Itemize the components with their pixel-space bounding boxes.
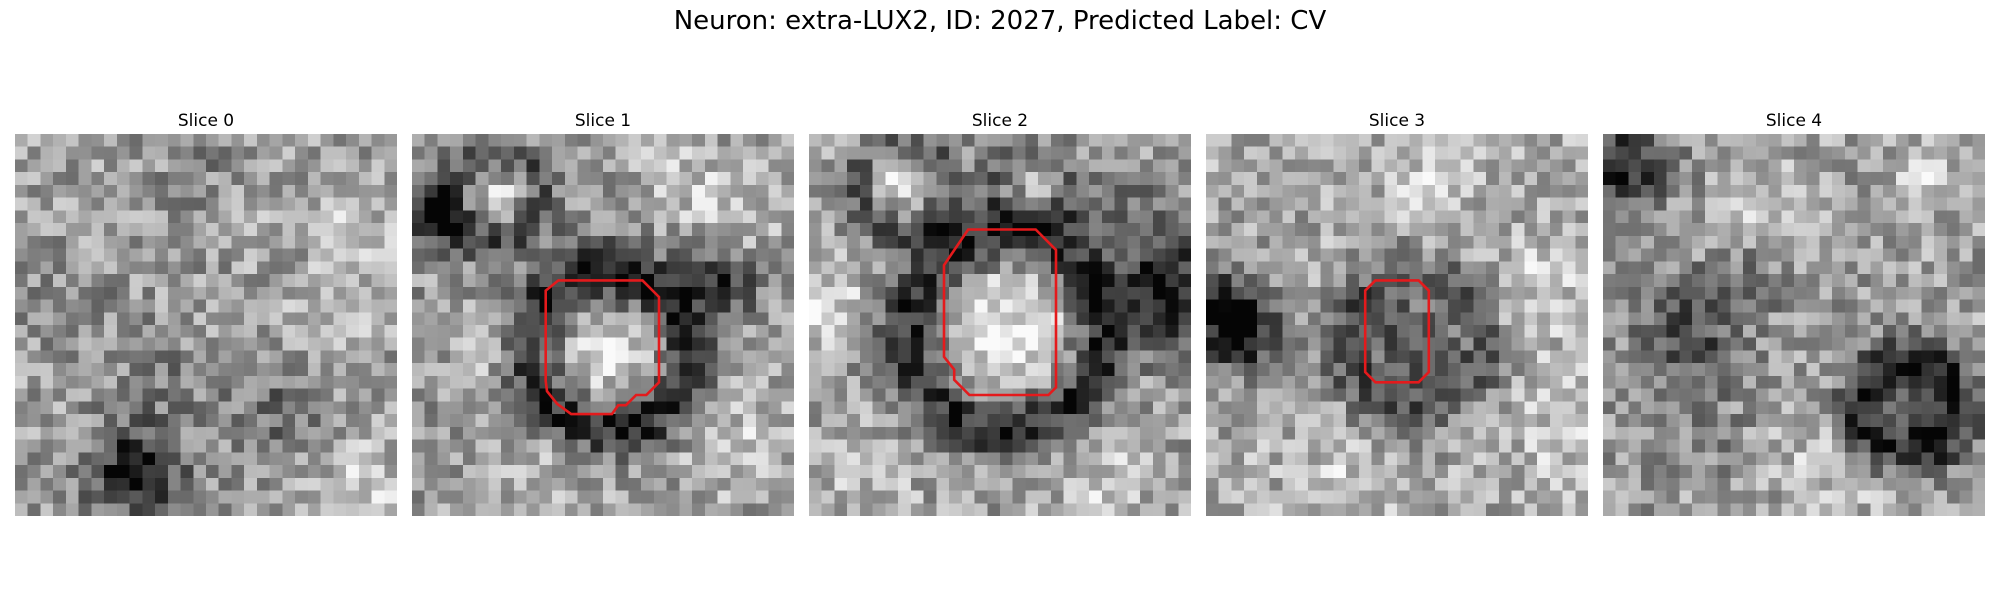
slice-panel-4: Slice 4: [1603, 108, 1985, 516]
pixel-grid: [1603, 134, 1985, 516]
roi-outline: [942, 228, 1058, 397]
slice-image-2: [809, 134, 1191, 516]
slice-panel-2: Slice 2: [809, 108, 1191, 516]
slice-panel-1: Slice 1: [412, 108, 794, 516]
slice-panel-3: Slice 3: [1206, 108, 1588, 516]
slice-title: Slice 2: [971, 111, 1029, 131]
slice-title: Slice 3: [1368, 111, 1426, 131]
roi-outline: [544, 279, 661, 416]
slice-image-1: [412, 134, 794, 516]
slice-image-3: [1206, 134, 1588, 516]
slice-title: Slice 0: [177, 111, 235, 131]
figure-title: Neuron: extra-LUX2, ID: 2027, Predicted …: [673, 6, 1327, 36]
slice-image-0: [15, 134, 397, 516]
slice-title: Slice 4: [1765, 111, 1823, 131]
roi-outline: [1363, 279, 1431, 384]
pixel-grid: [412, 134, 794, 516]
pixel-grid: [1206, 134, 1588, 516]
slice-image-4: [1603, 134, 1985, 516]
slice-title: Slice 1: [574, 111, 632, 131]
pixel-grid: [809, 134, 1191, 516]
slice-panel-0: Slice 0: [15, 108, 397, 516]
pixel-grid: [15, 134, 397, 516]
